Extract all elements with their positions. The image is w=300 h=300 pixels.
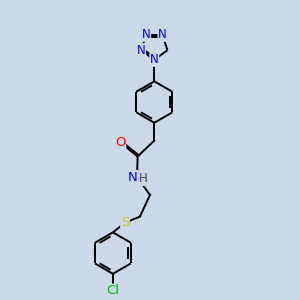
Text: H: H (139, 172, 148, 185)
Text: N: N (142, 28, 151, 41)
Text: N: N (137, 44, 146, 57)
Text: N: N (158, 28, 167, 41)
Text: O: O (115, 136, 126, 149)
Text: S: S (121, 216, 129, 230)
Text: N: N (128, 171, 138, 184)
Text: Cl: Cl (106, 284, 119, 297)
Text: N: N (150, 53, 159, 66)
